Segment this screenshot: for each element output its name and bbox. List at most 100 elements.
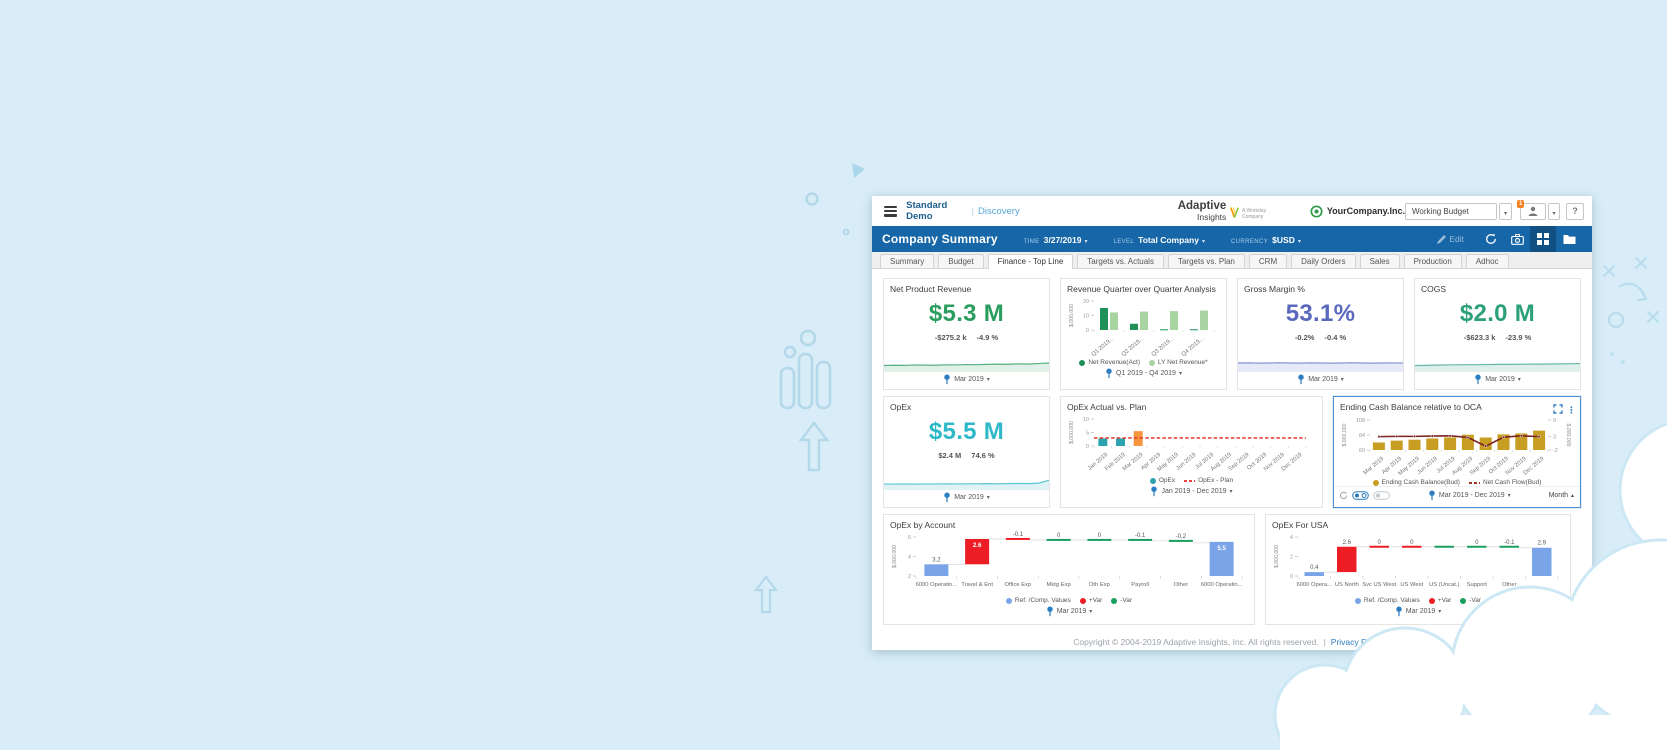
tile-cogs[interactable]: COGS $2.0 M -$623.3 k -23.9 % Mar 2019 (1414, 278, 1581, 390)
tab-adhoc[interactable]: Adhoc (1465, 253, 1509, 268)
help-button[interactable]: ? (1566, 202, 1585, 220)
svg-text:Office Exp: Office Exp (1005, 582, 1032, 588)
level-selector[interactable]: LEVEL Total Company (1113, 230, 1204, 248)
user-caret-button[interactable] (1548, 202, 1561, 220)
pin-icon (1475, 374, 1481, 385)
tile-title: OpEx Actual vs. Plan (1067, 402, 1147, 412)
tile-opex-by-account[interactable]: OpEx by Account $,000,000 2 4 6 3.2 6000 Opera… (883, 514, 1255, 625)
snapshot-button[interactable] (1504, 226, 1530, 252)
level-label: LEVEL (1113, 239, 1135, 245)
time-pin-selector[interactable]: Jan 2019 - Dec 2019 (1067, 484, 1316, 498)
svg-text:20: 20 (1083, 299, 1089, 305)
chart-legend: Net Revenue(Act) LY Net Revenue* (1067, 359, 1220, 366)
legend-item[interactable]: -Var (1460, 597, 1481, 604)
legend-item[interactable]: LY Net Revenue* (1149, 359, 1208, 366)
svg-text:Q1 2019...: Q1 2019... (1091, 336, 1116, 358)
dashboard-view-button[interactable] (1530, 226, 1556, 252)
time-pin-selector[interactable]: Mar 2019 (890, 372, 1043, 386)
svg-text:0: 0 (1086, 444, 1089, 450)
time-pin-selector[interactable]: Mar 2019 (1244, 372, 1397, 386)
time-pin-selector[interactable]: Q1 2019 - Q4 2019 (1067, 366, 1220, 380)
library-button[interactable] (1556, 226, 1582, 252)
dashboard-content: Net Product Revenue $5.3 M -$275.2 k -4.9 %… (872, 269, 1592, 634)
expand-icon[interactable] (1553, 404, 1563, 414)
company-logo: YourCompany.Inc. (1310, 204, 1405, 218)
chart-type-toggle-icon[interactable] (1352, 490, 1369, 500)
edit-button[interactable]: Edit (1437, 234, 1464, 244)
tab-finance-top-line[interactable]: Finance - Top Line (987, 253, 1074, 269)
axis-toggle-icon[interactable] (1373, 490, 1390, 500)
tile-revenue-qoq-analysis[interactable]: Revenue Quarter over Quarter Analysis $,0… (1060, 278, 1227, 390)
time-pin-selector[interactable]: Mar 2019 - Dec 2019 (1390, 488, 1549, 502)
svg-text:108: 108 (1356, 418, 1365, 424)
user-button[interactable]: 1 (1517, 199, 1547, 220)
tile-ending-cash-balance[interactable]: Ending Cash Balance relative to OCA $,000… (1333, 396, 1581, 508)
version-caret-button[interactable] (1499, 202, 1513, 220)
tile-title: OpEx (890, 402, 912, 412)
svg-text:4: 4 (1290, 535, 1293, 541)
legend-item[interactable]: OpEx (1149, 477, 1175, 484)
svg-text:Other: Other (1174, 582, 1189, 588)
tab-daily-orders[interactable]: Daily Orders (1291, 253, 1356, 268)
kpi-deltas: -$275.2 k -4.9 % (890, 333, 1043, 342)
pin-icon (944, 492, 950, 503)
menu-icon[interactable] (884, 205, 898, 217)
legend-item[interactable]: Ref. /Comp. Values (1354, 597, 1420, 604)
chevron-down-icon (1508, 492, 1511, 499)
legend-label: +Var (1437, 597, 1452, 604)
tab-sales[interactable]: Sales (1359, 253, 1400, 268)
tile-opex[interactable]: OpEx $5.5 M $2.4 M 74.6 % Mar 2019 (883, 396, 1050, 508)
tile-opex-for-usa[interactable]: OpEx For USA $,000,000 0 2 4 0.4 6000 Opera...… (1265, 514, 1571, 625)
adaptive-logo-mark-icon (1230, 207, 1240, 218)
legend-item[interactable]: Ref. /Comp. Values (1005, 597, 1071, 604)
legend-item[interactable]: Net Cash Flow(Bud) (1468, 479, 1541, 486)
kpi-value: $5.5 M (928, 418, 1005, 445)
tab-targets-vs-actuals[interactable]: Targets vs. Actuals (1077, 253, 1164, 268)
up-arrow-doodle-2 (753, 575, 779, 614)
tab-targets-vs-plan[interactable]: Targets vs. Plan (1167, 253, 1245, 268)
brand-name[interactable]: Standard Demo (906, 200, 948, 222)
up-arrow-doodle (798, 421, 830, 472)
xo-play-doodle (1602, 256, 1660, 329)
currency-selector[interactable]: CURRENCY $USD (1231, 230, 1301, 248)
time-pin-selector[interactable]: Mar 2019 (890, 604, 1248, 618)
time-pin-selector[interactable]: Mar 2019 (1421, 372, 1574, 386)
tile-title: COGS (1421, 284, 1447, 294)
legend-item[interactable]: OpEx - Plan (1184, 477, 1233, 484)
legend-item[interactable]: Net Revenue(Act) (1079, 359, 1140, 366)
time-pin-selector[interactable]: Mar 2019 (890, 490, 1043, 504)
legend-dot-marker (1149, 477, 1156, 484)
svg-text:60: 60 (1359, 448, 1365, 454)
time-selector[interactable]: TIME 3/27/2019 (1024, 230, 1088, 248)
legend-label: Net Revenue(Act) (1088, 359, 1141, 366)
tile-net-product-revenue[interactable]: Net Product Revenue $5.3 M -$275.2 k -4.9 %… (883, 278, 1050, 390)
tab-production[interactable]: Production (1403, 253, 1462, 268)
pin-label: Mar 2019 (1056, 608, 1087, 615)
privacy-policy-link[interactable]: Privacy Policy » (1330, 637, 1391, 647)
tab-crm[interactable]: CRM (1248, 253, 1288, 268)
version-select[interactable]: Working Budget (1405, 202, 1498, 220)
footer: Copyright © 2004-2019 Adaptive Insights,… (872, 634, 1592, 650)
tile-opex-actual-vs-plan[interactable]: OpEx Actual vs. Plan $,000,000 0 5 10 Jan 201… (1060, 396, 1323, 508)
refresh-button[interactable] (1478, 226, 1504, 252)
tile-gross-margin[interactable]: Gross Margin % 53.1% -0.2% -0.4 % Mar 2019 (1237, 278, 1404, 390)
legend-item[interactable]: Ending Cash Balance(Bud) (1372, 479, 1460, 486)
legend-label: LY Net Revenue* (1158, 359, 1208, 366)
product-name[interactable]: Discovery (978, 205, 1020, 217)
sort-by-month[interactable]: Month (1549, 492, 1575, 499)
tab-summary[interactable]: Summary (880, 253, 935, 268)
kpi-deltas: $2.4 M 74.6 % (890, 451, 1043, 460)
camera-icon (1510, 233, 1524, 245)
svg-text:Q4 2019...: Q4 2019... (1181, 336, 1206, 358)
tab-budget[interactable]: Budget (938, 253, 984, 268)
cycle-icon[interactable] (1339, 491, 1348, 500)
svg-text:10: 10 (1083, 314, 1089, 320)
time-pin-selector[interactable]: Mar 2019 (1272, 604, 1564, 618)
kebab-menu-icon[interactable] (1567, 400, 1576, 418)
legend-item[interactable]: +Var (1079, 597, 1102, 604)
logo-word-2: Insights (1197, 211, 1227, 222)
svg-text:0: 0 (1098, 533, 1102, 539)
svg-text:-2: -2 (1553, 448, 1558, 454)
legend-item[interactable]: -Var (1111, 597, 1132, 604)
legend-item[interactable]: +Var (1428, 597, 1452, 604)
